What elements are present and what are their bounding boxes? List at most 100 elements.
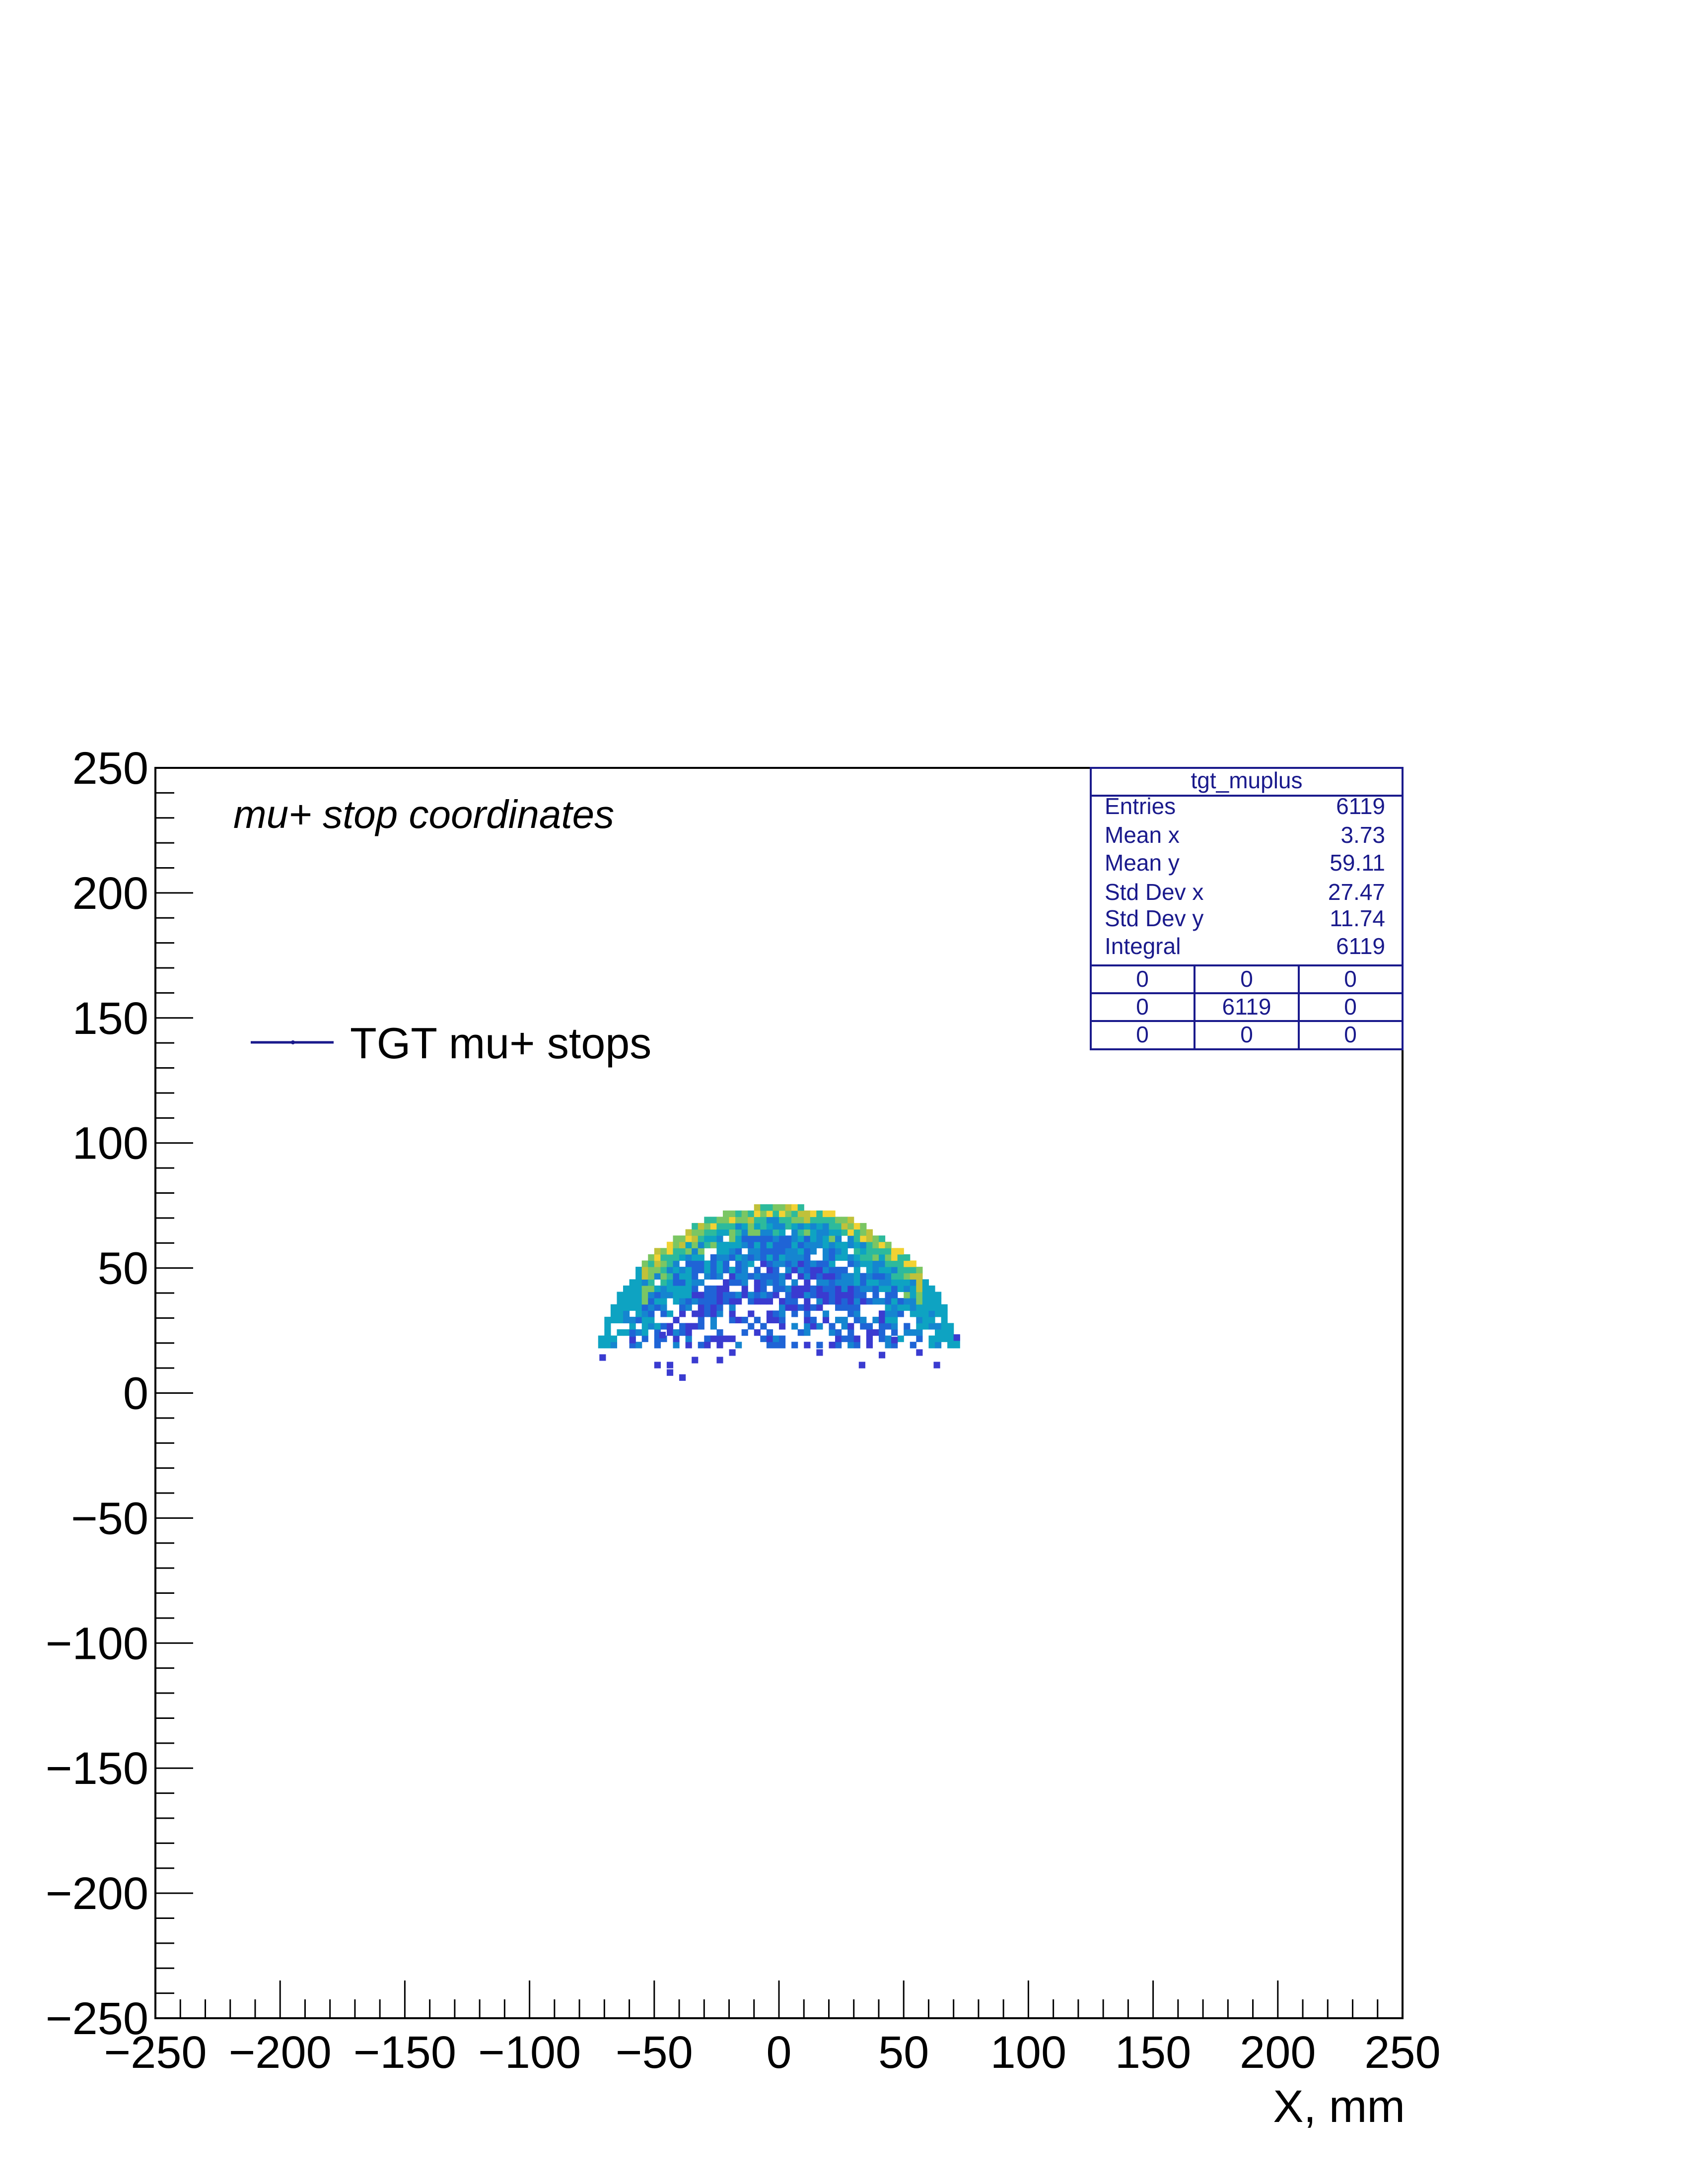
heatmap-bin — [891, 1292, 898, 1298]
heatmap-bin — [641, 1273, 648, 1280]
heatmap-bin — [928, 1310, 935, 1317]
heatmap-bin — [648, 1279, 655, 1286]
heatmap-bin — [841, 1335, 848, 1342]
heatmap-bin — [878, 1335, 886, 1342]
heatmap-bin — [716, 1304, 723, 1311]
heatmap-bin — [841, 1316, 848, 1324]
heatmap-bin — [654, 1335, 661, 1342]
heatmap-bin — [816, 1217, 823, 1224]
heatmap-bin — [853, 1310, 860, 1317]
heatmap-bin — [716, 1229, 723, 1236]
heatmap-bin — [791, 1260, 798, 1267]
heatmap-bin — [829, 1254, 836, 1261]
heatmap-bin — [941, 1310, 948, 1317]
heatmap-bin — [729, 1235, 736, 1242]
heatmap-bin — [648, 1316, 655, 1324]
heatmap-bin — [791, 1241, 798, 1248]
heatmap-bin — [853, 1235, 860, 1242]
heatmap-bin — [835, 1292, 842, 1298]
heatmap-bin — [916, 1267, 923, 1274]
heatmap-bin — [654, 1329, 661, 1336]
heatmap-bin — [866, 1254, 873, 1261]
heatmap-bin — [897, 1254, 904, 1261]
heatmap-bin — [841, 1292, 848, 1298]
heatmap-bin — [710, 1260, 717, 1267]
stats-value: 11.74 — [1330, 905, 1385, 931]
heatmap-bin — [716, 1310, 723, 1317]
heatmap-bin — [878, 1352, 886, 1359]
heatmap-bin — [891, 1267, 898, 1274]
heatmap-bin — [866, 1235, 873, 1242]
heatmap-bin — [841, 1298, 848, 1305]
heatmap-bin — [735, 1217, 742, 1224]
heatmap-bin — [698, 1235, 704, 1242]
heatmap-bin — [735, 1248, 742, 1255]
x-tick-label: −100 — [478, 2027, 581, 2078]
heatmap-bin — [673, 1241, 680, 1248]
heatmap-bin — [710, 1285, 717, 1293]
heatmap-bin — [928, 1335, 935, 1342]
heatmap-bin — [754, 1285, 761, 1293]
heatmap-bin — [666, 1254, 674, 1261]
heatmap-bin — [766, 1210, 774, 1217]
heatmap-bin — [754, 1254, 761, 1261]
heatmap-bin — [735, 1316, 742, 1324]
heatmap-bin — [779, 1342, 786, 1349]
heatmap-bin — [754, 1273, 761, 1280]
heatmap-bin — [673, 1248, 680, 1255]
heatmap-bin — [904, 1304, 911, 1311]
heatmap-bin — [735, 1229, 742, 1236]
heatmap-bin — [797, 1273, 804, 1280]
heatmap-bin — [748, 1241, 755, 1248]
stats-title: tgt_muplus — [1191, 767, 1302, 793]
x-tick-label: −150 — [353, 2027, 456, 2078]
heatmap-bin — [910, 1310, 916, 1317]
heatmap-bin — [804, 1210, 811, 1217]
stats-value: 6119 — [1336, 933, 1385, 959]
heatmap-bin — [679, 1298, 686, 1305]
heatmap-bin — [835, 1304, 842, 1311]
heatmap-bin — [754, 1204, 761, 1211]
heatmap-bin — [860, 1279, 867, 1286]
heatmap-bin — [804, 1285, 811, 1293]
heatmap-bin — [748, 1260, 755, 1267]
heatmap-bin — [698, 1342, 704, 1349]
heatmap-bin — [841, 1323, 848, 1330]
stats-value: 59.11 — [1330, 850, 1385, 876]
heatmap-bin — [847, 1304, 854, 1311]
heatmap-bin — [891, 1248, 898, 1255]
heatmap-bin — [679, 1279, 686, 1286]
heatmap-bin — [785, 1235, 792, 1242]
heatmap-bin — [623, 1310, 630, 1317]
heatmap-bin — [722, 1279, 730, 1286]
heatmap-bin — [704, 1217, 711, 1224]
heatmap-bin — [698, 1223, 704, 1230]
heatmap-bin — [648, 1254, 655, 1261]
heatmap-bin — [822, 1316, 830, 1324]
heatmap-bin — [860, 1298, 867, 1305]
heatmap-bin — [692, 1285, 699, 1293]
heatmap-bin — [692, 1254, 699, 1261]
heatmap-bin — [841, 1241, 848, 1248]
heatmap-bin — [822, 1254, 830, 1261]
heatmap-bin — [704, 1285, 711, 1293]
heatmap-bin — [760, 1292, 767, 1298]
heatmap-bin — [754, 1316, 761, 1324]
heatmap-bin — [916, 1304, 923, 1311]
heatmap-bin — [829, 1267, 836, 1274]
heatmap-bin — [841, 1267, 848, 1274]
heatmap-bin — [760, 1204, 767, 1211]
heatmap-bin — [847, 1342, 854, 1349]
heatmap-bin — [679, 1304, 686, 1311]
heatmap-bin — [673, 1292, 680, 1298]
heatmap-bin — [804, 1260, 811, 1267]
heatmap-bin — [666, 1292, 674, 1298]
heatmap-bin — [698, 1304, 704, 1311]
heatmap-bin — [748, 1217, 755, 1224]
heatmap-bin — [878, 1248, 886, 1255]
heatmap-bin — [885, 1248, 892, 1255]
heatmap-bin — [716, 1357, 723, 1364]
heatmap-bin — [660, 1267, 667, 1274]
heatmap-bin — [666, 1248, 674, 1255]
heatmap-bin — [729, 1217, 736, 1224]
